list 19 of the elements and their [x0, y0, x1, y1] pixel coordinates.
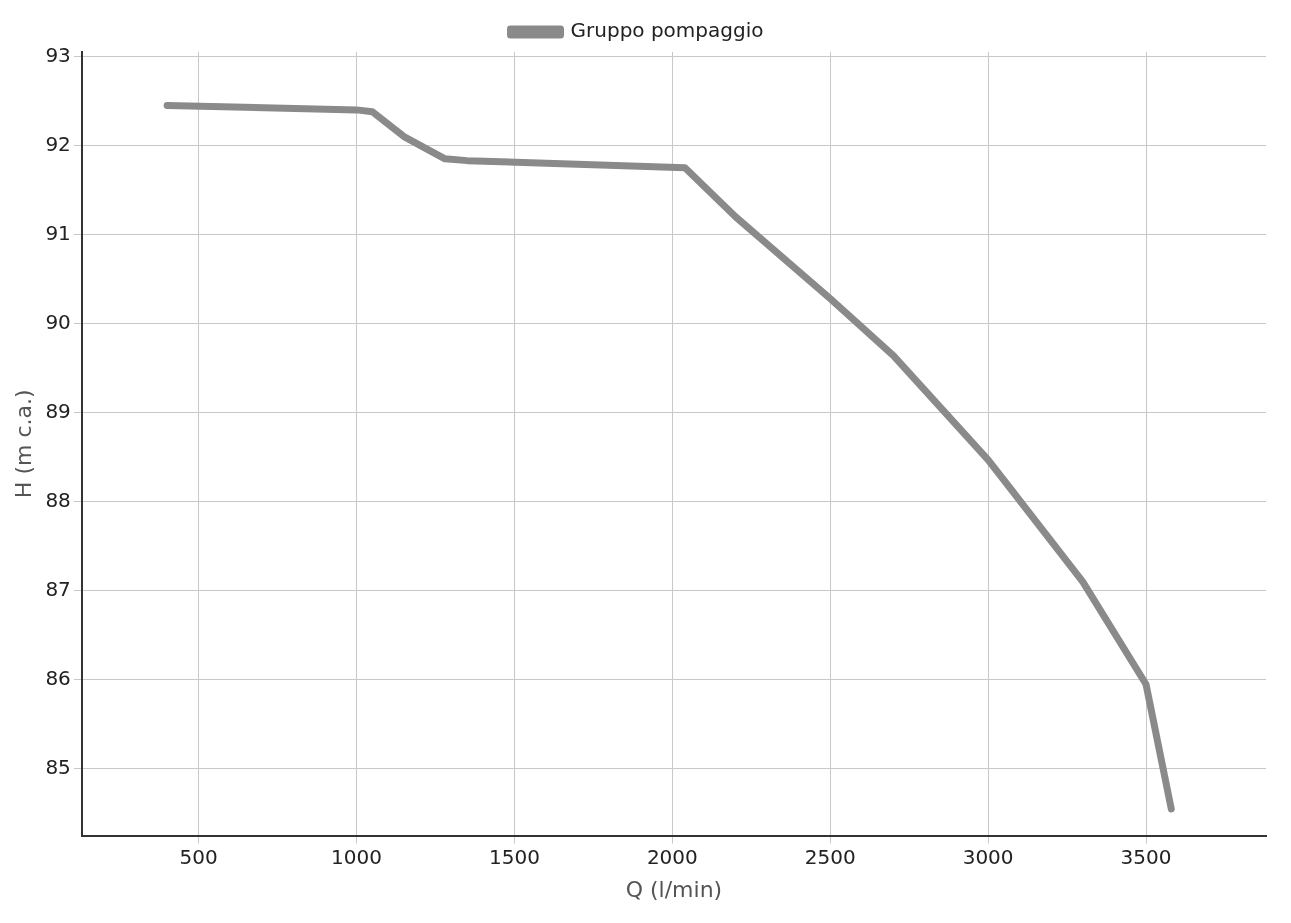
x-tick-label: 1000 — [331, 844, 383, 869]
y-tick-label: 91 — [45, 220, 71, 245]
y-tick-label: 89 — [45, 398, 71, 423]
y-tick-label: 88 — [45, 487, 71, 512]
x-tick-label: 3000 — [962, 844, 1014, 869]
legend-label: Gruppo pompaggio — [570, 18, 764, 43]
y-axis-title: H (m c.a.) — [10, 389, 36, 499]
x-tick-label: 2000 — [646, 844, 698, 869]
y-tick-label: 90 — [45, 309, 71, 334]
y-tick-label: 92 — [45, 131, 71, 156]
y-tick-label: 93 — [45, 42, 71, 67]
x-tick-label: 2500 — [804, 844, 856, 869]
x-tick-label: 500 — [179, 844, 218, 869]
y-tick-label: 87 — [45, 576, 71, 601]
y-tick-label: 85 — [45, 755, 71, 780]
x-tick-label: 3500 — [1120, 844, 1172, 869]
y-tick-label: 86 — [45, 665, 71, 690]
x-tick-label: 1500 — [489, 844, 540, 869]
x-axis-title: Q (l/min) — [625, 876, 723, 902]
